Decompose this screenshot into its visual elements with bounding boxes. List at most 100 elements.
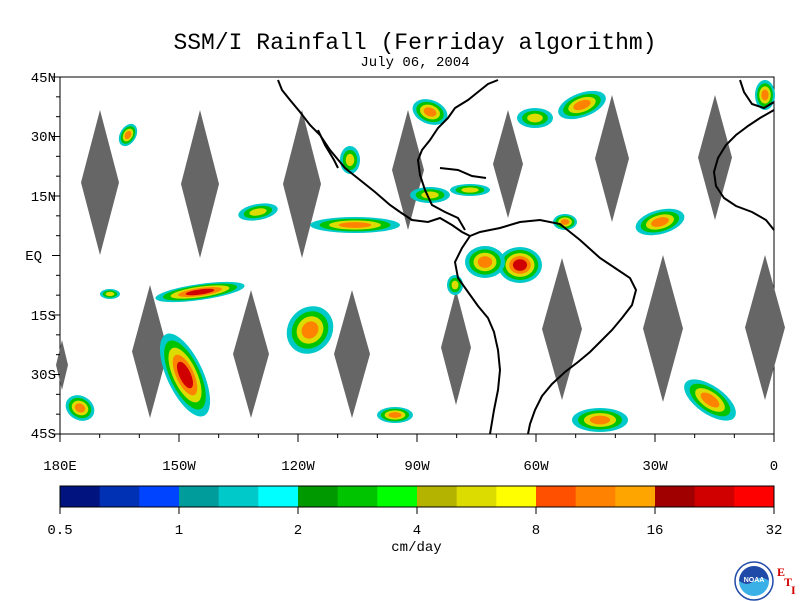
colorbar-segment [536, 486, 577, 507]
chart-title: SSM/I Rainfall (Ferriday algorithm) [173, 30, 657, 56]
lat-label-45s: 45S [31, 427, 56, 443]
colorbar [60, 486, 775, 507]
rain-intensity-band [573, 99, 591, 111]
rain-patch [377, 407, 413, 423]
colorbar-segment [218, 486, 259, 507]
rain-patch [572, 408, 628, 432]
swath-gap [334, 290, 370, 418]
swath-gap [493, 110, 523, 218]
rain-patch [447, 275, 463, 295]
colorbar-segment [377, 486, 418, 507]
rain-patch [412, 99, 448, 125]
colorbar-segment [258, 486, 299, 507]
logo-sea [739, 578, 769, 596]
swath-gap [745, 255, 785, 400]
colorbar-unit: cm/day [391, 540, 442, 556]
swath-gap [441, 290, 471, 405]
rain-intensity-band [345, 153, 355, 167]
rain-patch [100, 289, 120, 299]
rain-patch [310, 217, 400, 233]
rain-intensity-band [421, 191, 439, 199]
colorbar-label-32: 32 [766, 523, 783, 539]
colorbar-segment [139, 486, 180, 507]
logo-letter-i: I [791, 583, 796, 597]
swath-gap [283, 110, 321, 258]
rain-intensity-band [560, 219, 570, 225]
lon-label-180e: 180E [43, 459, 77, 475]
colorbar-segment [734, 486, 775, 507]
colorbar-segment [496, 486, 537, 507]
lat-label-30s: 30S [31, 368, 56, 384]
rain-patch [755, 80, 775, 110]
rain-intensity-band [423, 107, 437, 117]
colorbar-tick-labels: 0.5 1 2 4 8 16 32 [47, 523, 782, 539]
rain-patch [159, 333, 211, 417]
lon-label-120w: 120W [281, 459, 315, 475]
rain-patch [340, 146, 360, 174]
rain-intensity-band [512, 259, 528, 271]
colorbar-label-4: 4 [413, 523, 421, 539]
rain-intensity-band [176, 361, 194, 389]
rain-intensity-band [74, 403, 86, 413]
colorbar-segment [417, 486, 458, 507]
rain-patch [558, 90, 606, 120]
lat-label-15n: 15N [31, 190, 56, 206]
lon-label-0: 0 [770, 459, 778, 475]
rain-intensity-band [761, 89, 769, 101]
colorbar-segment [456, 486, 497, 507]
swath-gap [81, 110, 119, 255]
colorbar-segment [655, 486, 696, 507]
coastline-caribbean-islands [439, 167, 487, 179]
coastline-central-america [399, 211, 471, 237]
swath-gap [595, 95, 629, 222]
rain-intensity-band [301, 321, 319, 339]
rain-intensity-band [124, 130, 132, 140]
rain-intensity-band [700, 392, 720, 408]
lon-label-150w: 150W [162, 459, 196, 475]
rain-patch [450, 184, 490, 196]
date-subtitle: July 06, 2004 [360, 55, 470, 71]
coastline-gulf [416, 79, 499, 231]
rain-patch [684, 379, 736, 421]
colorbar-segment [298, 486, 339, 507]
coastline-south-america [469, 218, 638, 435]
coastlines [277, 79, 775, 435]
rain-intensity-band [451, 280, 459, 290]
swath-gap [542, 258, 582, 400]
rain-patch [498, 247, 542, 283]
rain-intensity-band [388, 412, 402, 418]
colorbar-segment [60, 486, 101, 507]
rain-intensity-band [105, 291, 115, 297]
swath-gap [698, 95, 732, 220]
colorbar-segment [179, 486, 220, 507]
colorbar-segment [337, 486, 378, 507]
rain-patches [65, 80, 775, 432]
swath-gap [233, 290, 269, 418]
rain-patch [635, 208, 685, 236]
lat-label-30n: 30N [31, 130, 56, 146]
rain-intensity-band [651, 217, 669, 227]
logo-text: NOAA [744, 577, 765, 584]
rain-intensity-band [589, 415, 611, 425]
swath-gap [643, 255, 683, 402]
rain-patch [155, 281, 245, 303]
latitude-labels: 45N 30N 15N EQ 15S 30S 45S [25, 71, 56, 443]
logo-letter-e: E [777, 565, 786, 579]
colorbar-segment [615, 486, 656, 507]
coastline-iberia [739, 79, 775, 110]
lat-label-eq: EQ [25, 249, 42, 265]
lon-label-30w: 30W [642, 459, 668, 475]
colorbar-label-16: 16 [647, 523, 664, 539]
rain-intensity-band [249, 208, 267, 216]
lon-label-90w: 90W [404, 459, 430, 475]
coastline-north-america-west [277, 79, 401, 213]
colorbar-label-1: 1 [175, 523, 183, 539]
coastline-baja [317, 129, 339, 169]
lat-label-45n: 45N [31, 71, 56, 87]
colorbar-label-2: 2 [294, 523, 302, 539]
longitude-labels: 180E 150W 120W 90W 60W 30W 0 [43, 459, 778, 475]
logo-sky [739, 566, 769, 584]
colorbar-segment [99, 486, 140, 507]
rain-patch [517, 108, 553, 128]
